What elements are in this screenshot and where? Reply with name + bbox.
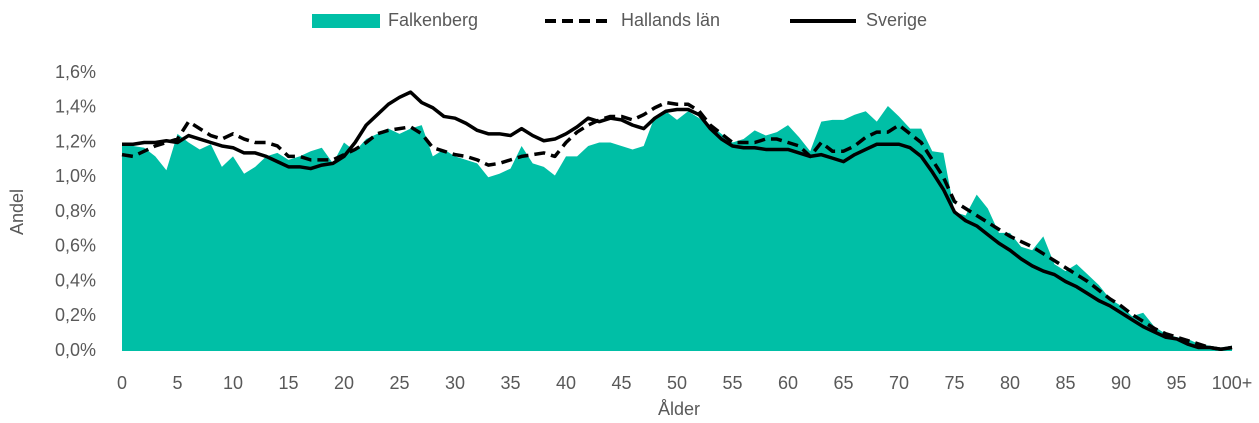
y-tick-label: 0,4% [55,270,96,290]
x-tick-label: 100+ [1212,373,1253,393]
x-tick-label: 55 [722,373,742,393]
x-tick-label: 15 [278,373,298,393]
legend-label: Sverige [866,10,927,30]
x-tick-label: 0 [117,373,127,393]
x-tick-label: 85 [1055,373,1075,393]
y-tick-label: 1,4% [55,97,96,117]
x-axis-title: Ålder [658,399,700,419]
legend-label: Falkenberg [388,10,478,30]
y-tick-label: 1,6% [55,62,96,82]
x-tick-label: 20 [334,373,354,393]
x-tick-label: 65 [833,373,853,393]
y-axis-title: Andel [7,189,27,235]
legend-swatch [312,14,380,28]
y-tick-label: 0,6% [55,236,96,256]
y-tick-label: 0,8% [55,201,96,221]
legend-label: Hallands län [621,10,720,30]
y-tick-label: 0,2% [55,305,96,325]
x-tick-label: 60 [778,373,798,393]
x-tick-label: 10 [223,373,243,393]
area [122,106,1232,351]
x-tick-label: 75 [944,373,964,393]
y-tick-label: 1,2% [55,131,96,151]
x-tick-label: 80 [1000,373,1020,393]
x-tick-label: 95 [1166,373,1186,393]
x-tick-label: 40 [556,373,576,393]
x-tick-label: 90 [1111,373,1131,393]
x-tick-label: 70 [889,373,909,393]
x-tick-label: 35 [500,373,520,393]
y-tick-label: 1,0% [55,166,96,186]
line [122,90,1233,352]
line [121,100,1233,352]
x-tick-label: 50 [667,373,687,393]
x-tick-label: 5 [172,373,182,393]
x-tick-label: 25 [389,373,409,393]
y-tick-label: 0,0% [55,340,96,360]
x-tick-label: 30 [445,373,465,393]
x-tick-label: 45 [611,373,631,393]
